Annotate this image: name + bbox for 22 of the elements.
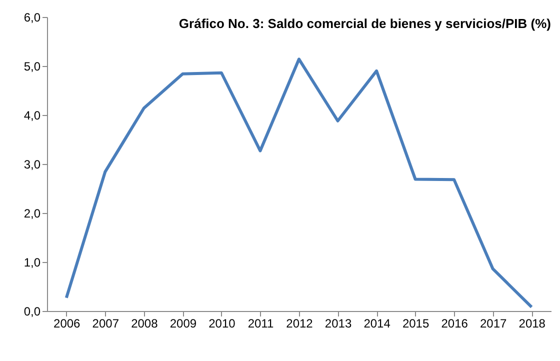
y-tick-label: 3,0 [24, 158, 41, 172]
x-tick-label: 2013 [324, 316, 352, 330]
x-tick-label: 2014 [364, 316, 391, 330]
x-tick-label: 2015 [402, 316, 430, 330]
x-tick-label: 2008 [131, 316, 158, 330]
x-tick-label: 2010 [208, 316, 236, 330]
line-series [64, 58, 534, 309]
x-tick-label: 2007 [92, 316, 120, 330]
y-tick-label: 2,0 [24, 206, 41, 220]
chart-title: Gráfico No. 3: Saldo comercial de bienes y servicios/PIB (%) [178, 16, 551, 31]
x-tick-label: 2012 [286, 316, 314, 330]
x-tick-label: 2006 [54, 316, 81, 330]
y-tick-label: 5,0 [24, 60, 41, 74]
y-tick-label: 1,0 [24, 256, 41, 270]
x-tick-label: 2016 [441, 316, 468, 330]
x-tick-label: 2011 [248, 316, 274, 330]
y-tick-label: 0,0 [24, 304, 41, 318]
x-tick-label: 2009 [170, 316, 197, 330]
y-tick-label: 6,0 [24, 10, 41, 24]
x-tick-label: 2018 [518, 316, 546, 330]
y-tick-label: 4,0 [24, 108, 41, 122]
x-tick-label: 2017 [480, 316, 508, 330]
